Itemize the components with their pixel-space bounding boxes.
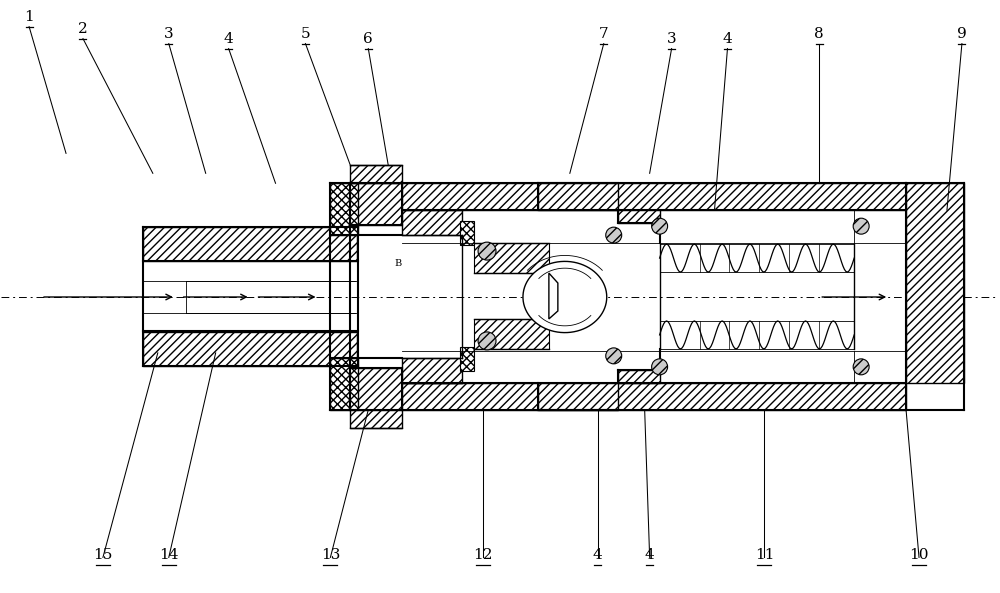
Circle shape — [606, 348, 622, 364]
Text: 6: 6 — [363, 31, 373, 46]
Circle shape — [652, 218, 668, 234]
Text: 1: 1 — [24, 9, 34, 24]
Text: 4: 4 — [593, 549, 603, 562]
Text: 11: 11 — [755, 549, 774, 562]
Bar — [460, 347, 474, 371]
Bar — [906, 183, 964, 383]
Bar — [538, 183, 618, 210]
Bar — [460, 221, 474, 245]
Bar — [474, 243, 549, 273]
Bar — [350, 165, 402, 183]
Polygon shape — [549, 273, 558, 319]
Text: 10: 10 — [909, 549, 929, 562]
Bar — [330, 358, 358, 410]
Bar — [618, 210, 660, 223]
Text: 4: 4 — [723, 31, 732, 46]
Bar — [618, 370, 660, 383]
Text: 7: 7 — [599, 27, 609, 40]
Bar — [143, 332, 357, 366]
Bar — [350, 368, 402, 410]
Text: 14: 14 — [159, 549, 179, 562]
Text: 4: 4 — [224, 31, 234, 46]
Text: 12: 12 — [473, 549, 493, 562]
Text: 8: 8 — [814, 27, 824, 40]
Bar — [350, 183, 402, 225]
Circle shape — [853, 218, 869, 234]
Text: 3: 3 — [164, 27, 174, 40]
Bar — [402, 183, 906, 210]
Text: 9: 9 — [957, 27, 967, 40]
Text: B: B — [395, 259, 402, 267]
Polygon shape — [523, 262, 607, 333]
Circle shape — [853, 359, 869, 375]
Bar — [402, 383, 906, 410]
Circle shape — [652, 359, 668, 375]
Text: 5: 5 — [301, 27, 310, 40]
Circle shape — [606, 227, 622, 243]
Bar — [143, 227, 357, 261]
Bar — [538, 383, 618, 410]
Circle shape — [478, 242, 496, 260]
Text: 13: 13 — [321, 549, 340, 562]
Text: 4: 4 — [645, 549, 655, 562]
Circle shape — [478, 332, 496, 350]
Bar — [474, 319, 549, 349]
Bar — [402, 210, 462, 235]
Bar — [402, 358, 462, 383]
Text: 2: 2 — [78, 21, 88, 36]
Text: 3: 3 — [667, 31, 676, 46]
Bar — [350, 410, 402, 428]
Text: 15: 15 — [93, 549, 113, 562]
Bar — [330, 183, 358, 235]
